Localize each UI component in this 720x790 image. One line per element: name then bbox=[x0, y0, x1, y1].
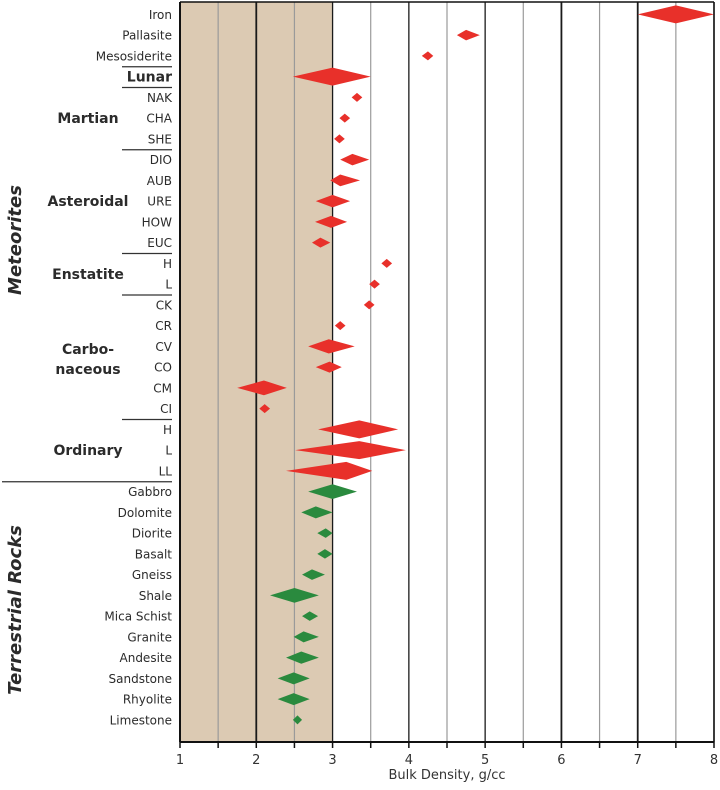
diamond-mark-diorite bbox=[317, 528, 333, 538]
row-label: Basalt bbox=[135, 547, 173, 561]
diamond-mark-dolomite bbox=[301, 506, 333, 519]
x-tick-label: 1 bbox=[176, 753, 184, 768]
row-label: L bbox=[165, 278, 172, 292]
row-label: Pallasite bbox=[122, 29, 172, 43]
diamond-mark-she bbox=[334, 134, 345, 144]
diamond-mark-h bbox=[381, 258, 393, 268]
row-label: Granite bbox=[127, 630, 172, 644]
row-label: Mesosiderite bbox=[96, 49, 172, 63]
diamond-mark-co bbox=[315, 361, 342, 373]
group-label-enstatite: Enstatite bbox=[52, 267, 124, 283]
row-label: EUC bbox=[147, 236, 172, 250]
diamond-mark-cm bbox=[237, 380, 287, 396]
diamond-mark-dio bbox=[340, 153, 370, 166]
row-label: Gabbro bbox=[128, 485, 172, 499]
diamond-mark-iron bbox=[637, 5, 714, 24]
row-label: Rhyolite bbox=[123, 693, 172, 707]
diamond-mark-gabbro bbox=[308, 484, 357, 499]
group-label-asteroidal: Asteroidal bbox=[48, 194, 129, 210]
diamond-mark-rhyolite bbox=[277, 693, 310, 706]
group-label-carbonaceous: Carbo- bbox=[62, 342, 114, 358]
diamond-mark-andesite bbox=[286, 651, 319, 664]
group-label-martian: Martian bbox=[57, 111, 118, 127]
row-label: SHE bbox=[148, 132, 172, 146]
row-label: Gneiss bbox=[132, 568, 172, 582]
x-tick-label: 2 bbox=[252, 753, 260, 768]
diamond-mark-ure bbox=[315, 194, 351, 208]
diamond-mark-l bbox=[369, 279, 380, 289]
row-label: URE bbox=[147, 195, 172, 209]
x-tick-label: 7 bbox=[634, 753, 642, 768]
row-label: Sandstone bbox=[109, 672, 172, 686]
row-label: DIO bbox=[150, 153, 172, 167]
row-label: AUB bbox=[147, 174, 172, 188]
x-axis-label: Bulk Density, g/cc bbox=[388, 768, 505, 783]
diamond-mark-mesosiderite bbox=[421, 51, 434, 61]
diamond-mark-nak bbox=[351, 92, 363, 102]
row-label: CR bbox=[155, 319, 172, 333]
diamond-marks-layer bbox=[237, 5, 714, 725]
diamond-mark-euc bbox=[311, 237, 331, 248]
diamond-mark-how bbox=[315, 215, 348, 228]
row-label: Iron bbox=[149, 8, 172, 22]
group-label-carbonaceous: naceous bbox=[55, 362, 120, 378]
row-label: HOW bbox=[142, 215, 172, 229]
row-label: Diorite bbox=[132, 527, 172, 541]
diamond-mark-cr bbox=[334, 321, 346, 331]
diamond-mark-ll bbox=[286, 461, 373, 480]
row-label: CK bbox=[156, 298, 173, 312]
row-label: Limestone bbox=[110, 713, 172, 727]
row-label: Andesite bbox=[120, 651, 173, 665]
row-label: H bbox=[163, 423, 172, 437]
x-tick-label: 5 bbox=[481, 753, 489, 768]
x-tick-label: 8 bbox=[710, 753, 718, 768]
section-label-terrestrial-rocks: Terrestrial Rocks bbox=[5, 525, 26, 695]
row-label: NAK bbox=[147, 91, 173, 105]
x-tick-label: 6 bbox=[557, 753, 565, 768]
diamond-mark-h bbox=[318, 420, 399, 439]
x-tick-label: 4 bbox=[405, 753, 413, 768]
row-label: CV bbox=[155, 340, 172, 354]
diamond-mark-cv bbox=[308, 339, 355, 354]
row-label: H bbox=[163, 257, 172, 271]
diamond-mark-cha bbox=[339, 113, 351, 123]
x-tick-label: 3 bbox=[328, 753, 336, 768]
row-label: CI bbox=[160, 402, 172, 416]
diamond-mark-limestone bbox=[292, 715, 303, 725]
diamond-mark-l bbox=[295, 441, 406, 460]
diamond-mark-aub bbox=[330, 174, 361, 187]
diamond-mark-pallasite bbox=[456, 29, 480, 41]
row-labels-layer: Iron Pallasite Mesosiderite NAK CHA SHE DIO AUB… bbox=[2, 8, 173, 727]
row-label: Dolomite bbox=[118, 506, 172, 520]
row-label: CHA bbox=[146, 112, 172, 126]
group-labels-layer: Lunar Martian Asteroidal Enstatite Carbo-nac… bbox=[5, 70, 172, 695]
row-label: LL bbox=[159, 464, 173, 478]
row-label: CO bbox=[154, 361, 172, 375]
diamond-mark-granite bbox=[293, 631, 319, 643]
diamond-mark-ck bbox=[363, 300, 375, 310]
group-label-lunar: Lunar bbox=[127, 70, 172, 86]
row-label: L bbox=[165, 444, 172, 458]
row-label: CM bbox=[153, 381, 172, 395]
group-label-ordinary: Ordinary bbox=[53, 443, 122, 459]
diamond-mark-basalt bbox=[317, 549, 333, 559]
diamond-mark-mica-schist bbox=[302, 611, 319, 621]
row-label: Shale bbox=[139, 589, 172, 603]
diamond-mark-lunar bbox=[292, 67, 371, 86]
diamond-mark-sandstone bbox=[277, 672, 310, 685]
diamond-mark-gneiss bbox=[302, 569, 325, 580]
section-label-meteorites: Meteorites bbox=[5, 185, 26, 295]
row-label: Mica Schist bbox=[104, 610, 172, 624]
diamond-mark-shale bbox=[270, 588, 319, 603]
diamond-mark-ci bbox=[259, 404, 271, 414]
x-axis-ticks-layer: 1 2 3 4 5 6 7 8 bbox=[176, 742, 718, 768]
